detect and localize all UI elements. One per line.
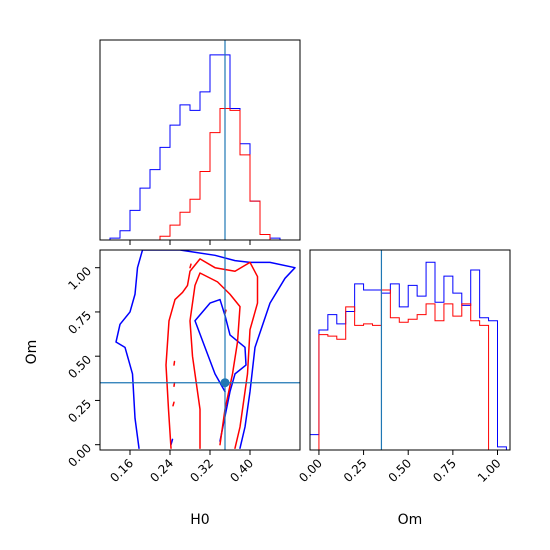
contour-ytick-label: 0.75 [65,308,94,337]
h0-histogram-frame [99,39,301,241]
om-hist-xtick-label: 0.00 [296,456,325,485]
contour-series-2-line-1 [165,258,259,449]
contour-lines [115,250,296,449]
contour-series-2-line-2 [189,272,241,449]
contour-xtick-label: 0.40 [227,456,256,485]
h0-histogram-series-2 [100,108,290,241]
om-histogram-frame [309,249,511,451]
om-hist-xtick-label: 0.25 [341,456,370,485]
contour-series-2-line-7 [189,263,192,269]
contour-xtick-label: 0.16 [107,456,136,485]
y-axis-label-om: Om [24,340,40,365]
om-hist-xtick-label: 1.00 [475,456,504,485]
contour-ytick-label: 0.25 [65,397,94,426]
contour-frame [99,249,301,451]
h0-histogram-series-1 [100,54,290,241]
om-histogram-panel: 0.00 0.25 0.50 0.75 1.00 [296,249,511,485]
om-histogram-series-2 [310,289,507,451]
om-hist-xtick-label: 0.75 [430,456,459,485]
om-hist-xtick-label: 0.50 [386,456,415,485]
h0-histogram-panel [99,39,301,245]
contour-truth-point [220,378,230,388]
contour-series-2-line-3 [173,360,176,366]
x-axis-label-h0: H0 [190,512,209,528]
contour-xtick-label: 0.24 [147,456,176,485]
contour-series-1-line-1 [115,250,296,449]
om-histogram-series-1 [309,261,507,450]
h0-om-contour-panel: 0.16 0.24 0.32 0.40 0.00 0.25 0.50 0.75 1.00 [65,249,301,485]
contour-series-2-line-5 [172,401,175,407]
x-axis-label-om: Om [398,512,423,528]
contour-ytick-label: 0.00 [65,441,94,470]
contour-ytick-label: 1.00 [65,264,94,293]
contour-ytick-label: 0.50 [65,352,94,381]
contour-xtick-label: 0.32 [187,456,216,485]
